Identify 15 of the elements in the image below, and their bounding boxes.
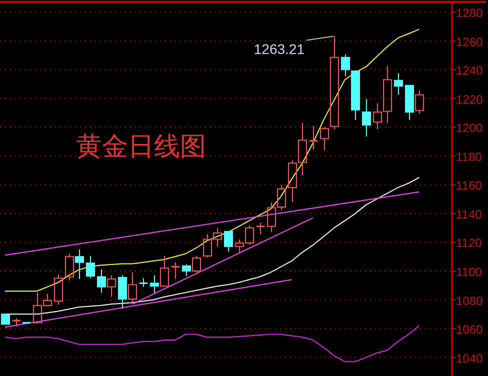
ytick: 1040	[456, 351, 483, 366]
title: 黄金日线图	[76, 132, 206, 162]
ytick: 1140	[456, 207, 482, 222]
ytick: 1240	[456, 64, 483, 78]
annotation: 1263.21	[254, 41, 304, 58]
ytick: 1180	[456, 150, 482, 164]
ytick: 1160	[456, 178, 482, 193]
ytick: 1060	[456, 322, 483, 337]
ytick: 1200	[456, 121, 483, 136]
ytick: 1100	[456, 265, 482, 279]
ytick: 1280	[456, 6, 483, 20]
ytick: 1120	[456, 236, 482, 250]
ytick: 1080	[456, 294, 483, 308]
ytick: 1260	[456, 34, 483, 49]
ytick: 1220	[456, 92, 483, 106]
